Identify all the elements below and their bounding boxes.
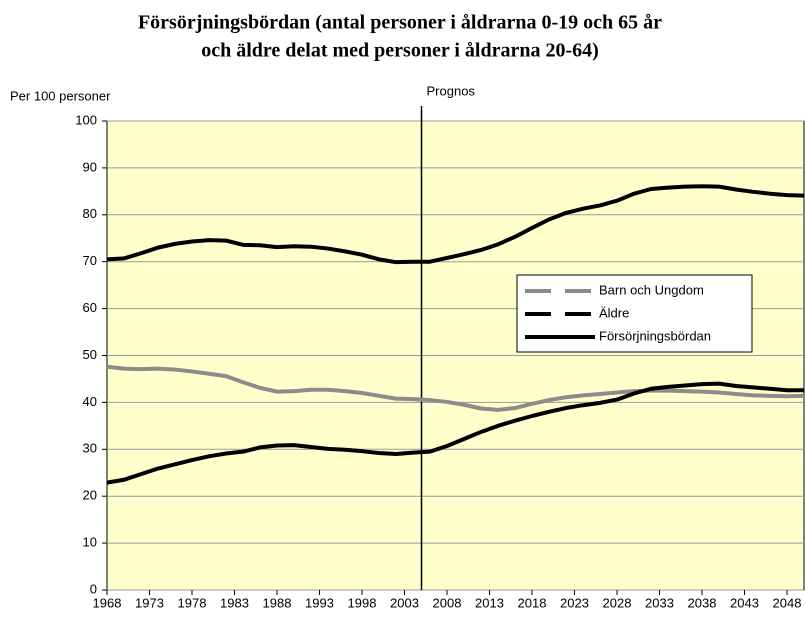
y-axis-label: Per 100 personer: [10, 88, 111, 103]
legend-label: Barn och Ungdom: [599, 282, 704, 297]
x-tick-label: 1968: [93, 595, 122, 610]
x-tick-label: 2018: [518, 595, 547, 610]
series-line: [106, 364, 805, 412]
y-tick-label: 100: [75, 112, 97, 127]
x-tick-label: 1988: [263, 595, 292, 610]
y-tick-label: 90: [83, 159, 97, 174]
x-tick-label: 2008: [433, 595, 462, 610]
legend-label: Försörjningsbördan: [599, 328, 711, 343]
y-tick-label: 30: [83, 441, 97, 456]
x-tick-label: 2038: [688, 595, 717, 610]
y-tick-label: 40: [83, 394, 97, 409]
x-tick-label: 1973: [135, 595, 164, 610]
x-tick-label: 1998: [348, 595, 377, 610]
x-tick-label: 2033: [645, 595, 674, 610]
chart-title: och äldre delat med personer i åldrarna …: [201, 40, 599, 62]
series-line: [106, 184, 805, 265]
x-tick-label: 2003: [390, 595, 419, 610]
y-tick-label: 80: [83, 206, 97, 221]
x-tick-label: 1983: [220, 595, 249, 610]
y-tick-label: 70: [83, 253, 97, 268]
y-tick-label: 60: [83, 300, 97, 315]
y-tick-label: 50: [83, 347, 97, 362]
x-tick-label: 2048: [773, 595, 802, 610]
y-tick-label: 20: [83, 488, 97, 503]
legend-label: Äldre: [599, 305, 629, 320]
annotation: Prognos: [427, 83, 476, 98]
x-tick-label: 2013: [475, 595, 504, 610]
x-tick-label: 1993: [305, 595, 334, 610]
y-tick-label: 10: [83, 535, 97, 550]
x-tick-label: 2028: [603, 595, 632, 610]
legend: [516, 274, 753, 353]
x-tick-label: 1978: [178, 595, 207, 610]
x-tick-label: 2043: [730, 595, 759, 610]
x-tick-label: 2023: [560, 595, 589, 610]
series-line: [106, 381, 804, 485]
chart-title: Försörjningsbördan (antal personer i åld…: [138, 12, 662, 34]
y-tick-label: 0: [90, 581, 97, 596]
